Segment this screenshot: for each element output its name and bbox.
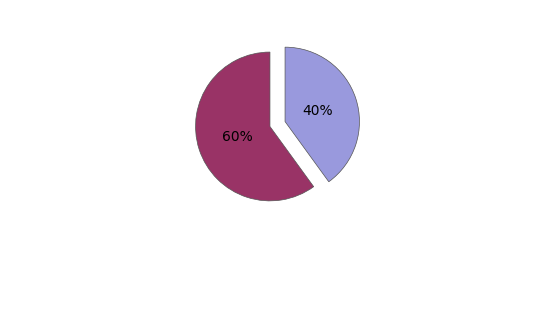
Text: 60%: 60% — [223, 130, 253, 144]
Wedge shape — [195, 52, 314, 201]
Wedge shape — [285, 47, 360, 182]
Text: 40%: 40% — [302, 104, 332, 118]
